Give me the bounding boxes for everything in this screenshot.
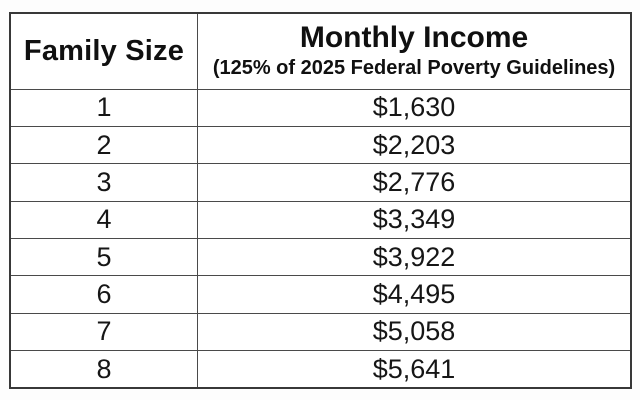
income-cell: $3,349: [197, 200, 632, 240]
income-cell: $2,203: [197, 125, 632, 165]
income-cell: $5,058: [197, 312, 632, 352]
table-row: 3 $2,776: [9, 163, 632, 202]
income-cell: $3,922: [197, 237, 632, 277]
family-size-header-label: Family Size: [23, 34, 185, 67]
family-size-cell: 7: [9, 312, 199, 352]
table-row: 4 $3,349: [9, 200, 632, 240]
family-size-cell: 3: [9, 163, 199, 202]
family-size-cell: 1: [9, 88, 199, 127]
column-header-monthly-income: Monthly Income (125% of 2025 Federal Pov…: [197, 12, 632, 90]
family-size-cell: 6: [9, 275, 199, 314]
monthly-income-header-sublabel: (125% of 2025 Federal Poverty Guidelines…: [212, 57, 616, 80]
table-row: 8 $5,641: [9, 350, 632, 389]
income-cell: $5,641: [197, 350, 632, 389]
family-size-cell: 2: [9, 125, 199, 165]
family-size-cell: 8: [9, 350, 199, 389]
table-row: 7 $5,058: [9, 312, 632, 352]
table-row: 2 $2,203: [9, 125, 632, 165]
income-cell: $4,495: [197, 275, 632, 314]
income-cell: $2,776: [197, 163, 632, 202]
table-row: 5 $3,922: [9, 237, 632, 277]
table-row: 1 $1,630: [9, 88, 632, 127]
poverty-guidelines-table: Family Size Monthly Income (125% of 2025…: [9, 12, 632, 389]
family-size-cell: 4: [9, 200, 199, 240]
monthly-income-header-label: Monthly Income: [299, 21, 529, 55]
table-body: 1 $1,630 2 $2,203 3 $2,776 4 $3,349 5 $3…: [9, 88, 632, 389]
header-row: Family Size Monthly Income (125% of 2025…: [9, 12, 632, 90]
table-row: 6 $4,495: [9, 275, 632, 314]
family-size-cell: 5: [9, 237, 199, 277]
column-header-family-size: Family Size: [9, 12, 199, 90]
income-cell: $1,630: [197, 88, 632, 127]
